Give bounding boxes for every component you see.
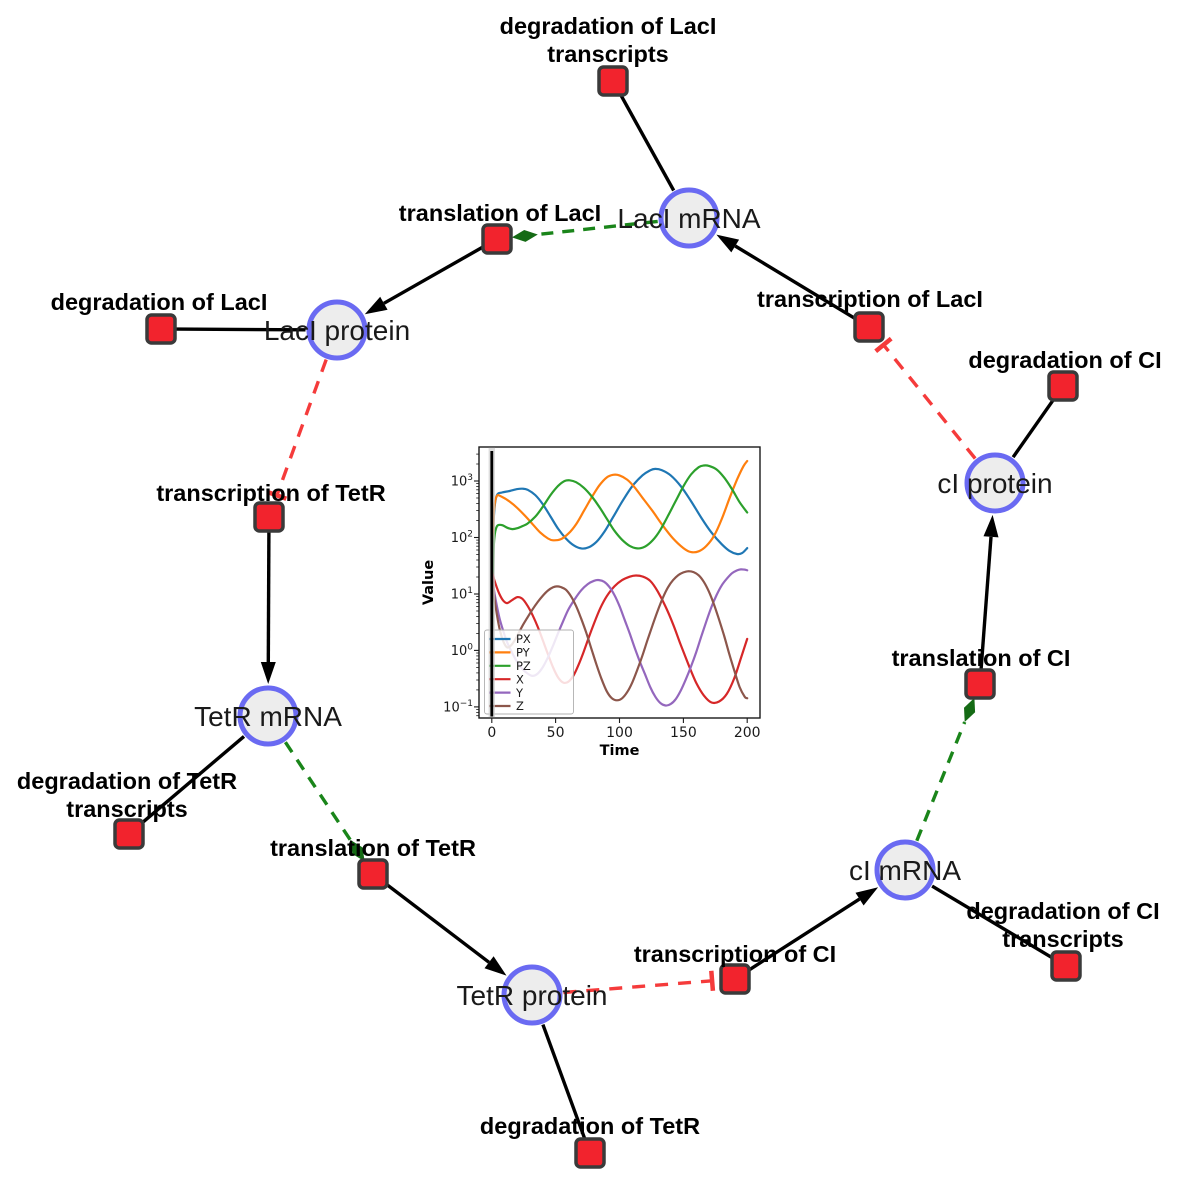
species-label-ci_protein: cI protein <box>937 468 1052 499</box>
reaction-node-deg_laci <box>145 313 177 345</box>
species-node-ci_protein <box>964 452 1026 514</box>
chart-x-tick-label: 200 <box>734 725 761 741</box>
edge-tc_ci-ci_mrna-production-arrowhead-icon <box>855 887 879 906</box>
reaction-label-deg_ci_tx: degradation of CI transcripts <box>966 898 1159 952</box>
edge-tc_tetr-laci_protein-inhibition <box>275 359 328 496</box>
edge-tl_ci-ci_protein-production-arrowhead-icon <box>983 514 999 538</box>
edge-tl_ci-ci_protein-production <box>979 536 993 670</box>
edge-tc_ci-tetr_protein-inhibition-tee-icon <box>709 970 716 991</box>
edge-deg_tetr_tx-tetr_mrna-consumption <box>139 735 246 826</box>
reaction-node-deg_tetr_tx <box>113 818 145 850</box>
chart-y-tick-label: 102 <box>451 530 473 547</box>
species-label-tetr_protein: TetR protein <box>457 980 608 1011</box>
species-node-laci_protein <box>306 299 368 361</box>
species-node-tetr_mrna <box>237 685 299 747</box>
species-label-laci_mrna: LacI mRNA <box>617 203 760 234</box>
edge-tc_tetr-tetr_mrna-production-arrowhead-icon <box>260 662 276 684</box>
species-label-ci_mrna: cI mRNA <box>849 855 961 886</box>
edge-tl_ci-ci_mrna-modifier <box>915 721 967 842</box>
chart-spines <box>478 446 761 719</box>
reaction-node-tc_tetr <box>253 501 285 533</box>
edge-tl_tetr-tetr_protein-production-arrowhead-icon <box>484 956 507 976</box>
chart-series-X <box>490 570 749 705</box>
chart-y-tick-label: 100 <box>451 642 474 659</box>
reaction-node-deg_ci_tx <box>1050 950 1082 982</box>
reaction-label-tc_laci: transcription of LacI <box>757 286 983 312</box>
chart-y-tick-label: 10−1 <box>443 699 473 716</box>
reaction-label-tl_ci: translation of CI <box>892 645 1071 671</box>
species-node-laci_mrna <box>658 187 720 249</box>
chart-x-tick-label: 150 <box>670 725 697 741</box>
edge-tc_ci-ci_mrna-production <box>746 897 861 973</box>
reaction-node-tc_laci <box>853 311 885 343</box>
chart-series-layer <box>490 459 749 707</box>
chart-legend-label-PX: PX <box>516 632 531 646</box>
species-node-ci_mrna <box>874 839 936 901</box>
chart-legend-label-X: X <box>516 672 524 686</box>
chart-y-tick-label: 101 <box>451 586 473 603</box>
reaction-node-tc_ci <box>719 963 751 995</box>
chart-series-PX <box>490 467 749 655</box>
edge-deg_laci-laci_protein-consumption <box>175 327 306 332</box>
reaction-node-tl_ci <box>964 668 996 700</box>
edge-tc_laci-laci_mrna-production <box>734 244 858 321</box>
labels-layer: LacI mRNA LacI protein TetR mRNA TetR prote… <box>17 13 1162 1139</box>
chart-legend-label-PY: PY <box>516 646 531 660</box>
reaction-label-tc_ci: transcription of CI <box>634 941 836 967</box>
chart-x-tick-label: 0 <box>487 725 496 741</box>
edge-tl_ci-ci_mrna-modifier-diamond-icon <box>964 697 976 722</box>
edge-deg_tetr-tetr_protein-consumption <box>541 1024 587 1140</box>
reaction-label-tl_tetr: translation of TetR <box>270 835 476 861</box>
chart-x-tick-label: 50 <box>547 725 565 741</box>
nodes-layer <box>113 65 1082 1169</box>
reaction-label-tl_laci: translation of LacI <box>399 200 601 226</box>
chart-legend-label-Y: Y <box>515 686 524 700</box>
chart-series-PY <box>490 459 749 655</box>
chart-x-axis-label: Time <box>600 743 640 759</box>
edge-deg_ci-ci_protein-consumption <box>1011 397 1056 459</box>
chart-legend-label-Z: Z <box>516 699 524 713</box>
reaction-node-deg_tetr <box>574 1137 606 1169</box>
chart-x-tick-label: 100 <box>606 725 633 741</box>
reaction-node-deg_ci <box>1047 370 1079 402</box>
edge-tl_tetr-tetr_mrna-modifier-diamond-icon <box>350 839 365 862</box>
reaction-label-deg_tetr: degradation of TetR <box>480 1113 700 1139</box>
chart-y-tick-label: 103 <box>451 473 473 490</box>
reaction-node-deg_laci_tx <box>597 65 629 97</box>
edge-tc_ci-tetr_protein-inhibition <box>563 979 713 995</box>
edge-tl_tetr-tetr_protein-production <box>383 881 491 964</box>
species-label-tetr_mrna: TetR mRNA <box>194 701 342 732</box>
species-label-laci_protein: LacI protein <box>264 315 410 346</box>
chart-series-Z <box>490 570 749 702</box>
reaction-label-deg_laci_tx: degradation of LacI transcripts <box>500 13 717 67</box>
reaction-label-deg_laci: degradation of LacI <box>51 289 268 315</box>
edge-deg_ci_tx-ci_mrna-consumption <box>931 884 1054 960</box>
chart-legend-label-PZ: PZ <box>516 659 531 673</box>
edge-tc_tetr-tetr_mrna-production <box>266 531 271 663</box>
edge-tl_laci-laci_mrna-modifier-diamond-icon <box>511 230 538 242</box>
reaction-label-tc_tetr: transcription of TetR <box>156 480 385 506</box>
reaction-label-deg_tetr_tx: degradation of TetR transcripts <box>17 768 237 822</box>
reaction-node-tl_tetr <box>357 858 389 890</box>
edge-tc_laci-ci_protein-inhibition-tee-icon <box>874 336 893 353</box>
edge-tc_laci-ci_protein-inhibition <box>882 343 977 460</box>
edge-tc_laci-laci_mrna-production-arrowhead-icon <box>716 234 740 253</box>
species-node-tetr_protein <box>501 964 563 1026</box>
edge-tc_tetr-laci_protein-inhibition-tee-icon <box>266 489 288 501</box>
edge-tl_laci-laci_protein-production-arrowhead-icon <box>364 296 388 315</box>
chart-y-axis-label: Value <box>421 560 437 606</box>
reaction-label-deg_ci: degradation of CI <box>968 347 1161 373</box>
reaction-node-tl_laci <box>481 223 513 255</box>
chart-series-PZ <box>490 464 749 655</box>
edge-tl_laci-laci_protein-production <box>383 244 485 305</box>
edge-deg_laci_tx-laci_mrna-consumption <box>618 93 676 192</box>
edges-layer <box>139 93 1056 1140</box>
inset-chart: 0 50 100 150 20010310210110010−1TimeValuePXP… <box>417 435 778 786</box>
